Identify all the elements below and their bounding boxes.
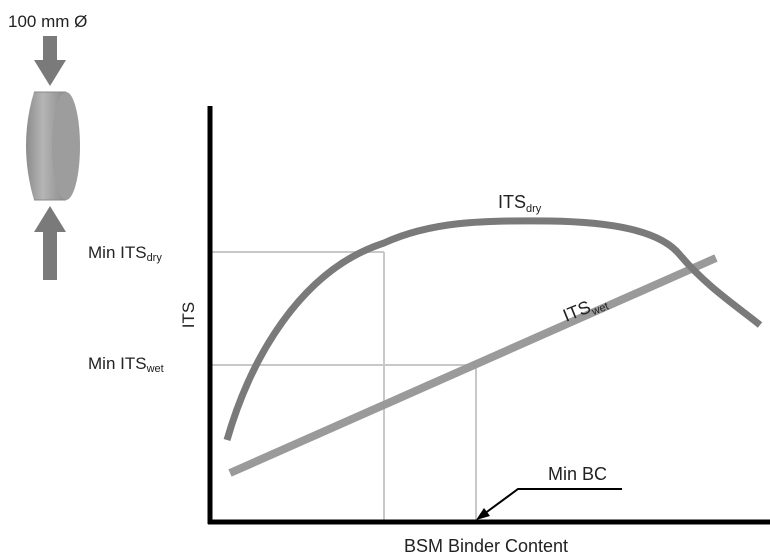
min-its-wet-label: Min ITSwet bbox=[88, 354, 164, 375]
specimen-cylinder-icon bbox=[26, 91, 80, 201]
min-bc-pointer-icon bbox=[476, 488, 622, 520]
guide-lines bbox=[210, 251, 477, 523]
x-axis-label: BSM Binder Content bbox=[404, 536, 568, 556]
its-wet-curve bbox=[228, 254, 718, 477]
its-wet-label: ITSwet bbox=[560, 290, 610, 328]
specimen-group: 100 mm Ø bbox=[8, 12, 87, 280]
specimen-diameter-label: 100 mm Ø bbox=[8, 12, 87, 31]
y-axis-label: ITS bbox=[179, 302, 198, 328]
axes bbox=[207, 106, 770, 525]
load-arrow-down-icon bbox=[34, 36, 66, 86]
min-its-dry-label: Min ITSdry bbox=[88, 243, 162, 264]
its-dry-curve bbox=[223, 217, 763, 441]
its-dry-label: ITSdry bbox=[498, 192, 542, 215]
load-arrow-up-icon bbox=[34, 206, 66, 280]
min-bc-label: Min BC bbox=[548, 464, 607, 484]
